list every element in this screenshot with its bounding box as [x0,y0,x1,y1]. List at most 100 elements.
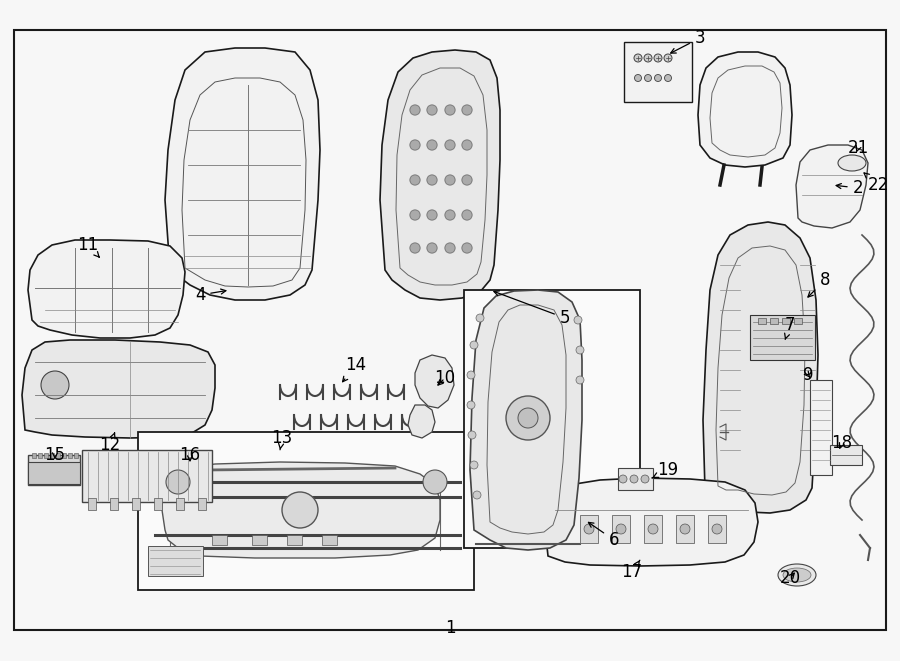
Polygon shape [22,340,215,438]
Circle shape [166,470,190,494]
Bar [198,498,206,510]
Bar [644,515,662,543]
Circle shape [616,524,626,534]
Circle shape [644,75,652,81]
Circle shape [445,210,455,220]
Circle shape [427,105,437,115]
Circle shape [470,341,478,349]
Bar [464,290,640,548]
Circle shape [648,524,658,534]
Circle shape [467,371,475,379]
Text: 22: 22 [864,173,888,194]
Circle shape [423,470,447,494]
Bar [212,535,227,545]
Bar [44,453,48,458]
Circle shape [644,54,652,62]
Circle shape [470,461,478,469]
Polygon shape [415,355,454,408]
Text: 3: 3 [670,29,706,53]
Text: 1: 1 [445,619,455,637]
Circle shape [576,346,584,354]
Bar [110,498,118,510]
Text: 19: 19 [652,461,679,479]
Bar [322,535,337,545]
Bar [758,318,766,324]
Bar [794,318,802,324]
Circle shape [410,243,420,253]
Bar [154,498,162,510]
Polygon shape [165,48,320,300]
Circle shape [462,105,472,115]
Circle shape [634,54,642,62]
Text: 17: 17 [621,561,643,581]
Circle shape [427,140,437,150]
Bar [82,450,212,502]
Bar [830,445,862,465]
Bar [750,315,815,360]
Circle shape [619,475,627,483]
Circle shape [518,408,538,428]
Polygon shape [796,145,868,228]
Bar [88,498,96,510]
Circle shape [445,105,455,115]
Text: 13: 13 [272,429,292,449]
Text: 15: 15 [44,446,66,464]
Circle shape [712,524,722,534]
Text: 5: 5 [494,291,571,327]
Circle shape [468,431,476,439]
Bar [252,535,267,545]
Circle shape [576,376,584,384]
Text: 10: 10 [435,369,455,387]
Circle shape [427,243,437,253]
Circle shape [641,475,649,483]
Bar [618,468,653,490]
Text: 20: 20 [779,569,801,587]
Circle shape [467,401,475,409]
Circle shape [654,75,662,81]
Bar [138,432,474,590]
Bar [50,453,54,458]
Polygon shape [28,240,185,338]
Circle shape [476,314,484,322]
Circle shape [410,105,420,115]
Text: 18: 18 [832,434,852,452]
Bar [287,535,302,545]
Circle shape [462,210,472,220]
Bar [770,318,778,324]
Text: 16: 16 [179,446,201,464]
Text: 6: 6 [589,522,619,549]
Bar [28,455,80,485]
Text: 4: 4 [194,286,226,304]
Text: 8: 8 [808,271,830,297]
Bar [676,515,694,543]
Circle shape [445,140,455,150]
Circle shape [473,491,481,499]
Polygon shape [380,50,500,300]
Circle shape [654,54,662,62]
Bar [38,453,42,458]
Text: 21: 21 [848,139,868,157]
Circle shape [664,75,671,81]
Circle shape [574,316,582,324]
Ellipse shape [838,155,866,171]
Circle shape [506,396,550,440]
Bar [148,546,203,576]
Bar [612,515,630,543]
Polygon shape [703,222,818,513]
Bar [132,498,140,510]
Bar [782,318,790,324]
Text: 11: 11 [77,236,99,257]
Bar [74,453,78,458]
Polygon shape [408,405,435,438]
Circle shape [282,492,318,528]
Bar [708,515,726,543]
Circle shape [445,175,455,185]
Bar [32,453,36,458]
Circle shape [680,524,690,534]
Bar [176,498,184,510]
Text: 12: 12 [99,433,121,454]
Circle shape [427,175,437,185]
Circle shape [462,243,472,253]
Circle shape [634,75,642,81]
Circle shape [584,524,594,534]
